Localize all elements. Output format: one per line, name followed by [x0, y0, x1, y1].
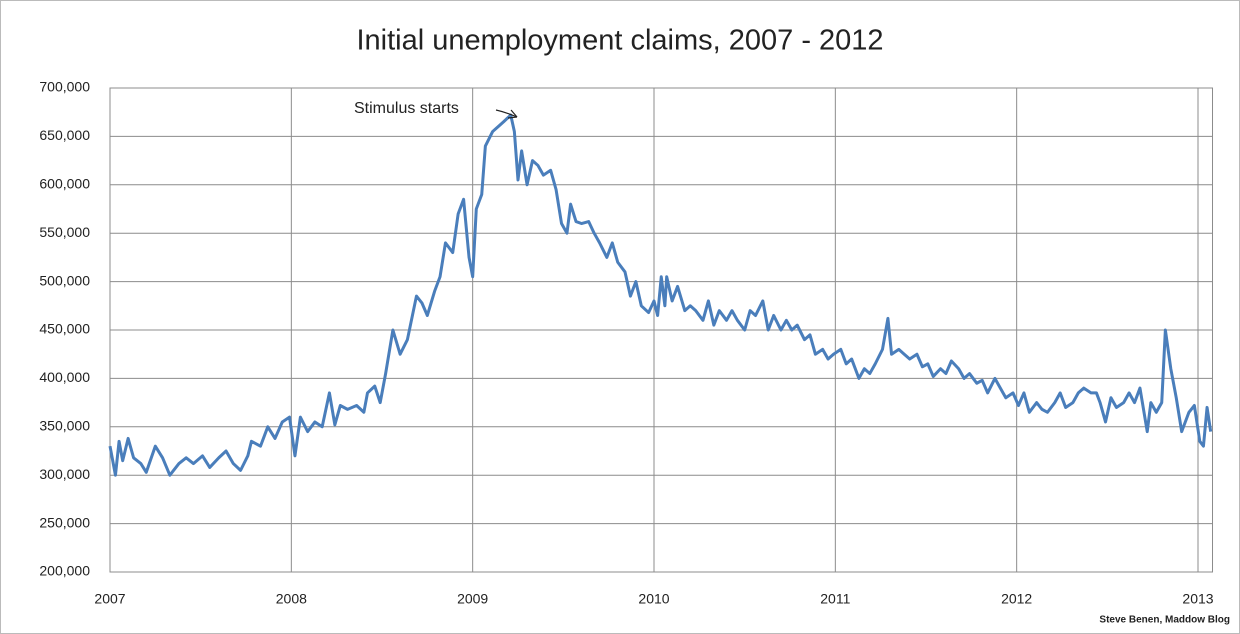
x-tick-label: 2011: [820, 591, 850, 607]
y-tick-label: 250,000: [39, 514, 90, 530]
y-tick-label: 600,000: [39, 176, 90, 192]
x-tick-label: 2010: [638, 591, 669, 607]
annotation-arrow: [495, 109, 518, 118]
x-tick-label: 2009: [457, 591, 488, 607]
x-tick-label: 2012: [1001, 591, 1032, 607]
y-tick-label: 200,000: [39, 563, 90, 579]
plot-frame: [109, 87, 1214, 573]
y-tick-label: 550,000: [39, 224, 90, 240]
chart-title: Initial unemployment claims, 2007 - 2012: [356, 25, 883, 57]
y-tick-label: 300,000: [39, 466, 90, 482]
y-tick-label: 450,000: [39, 321, 90, 337]
x-tick-label: 2013: [1182, 591, 1213, 607]
annotation-arrowhead: [507, 109, 518, 119]
annotation: Stimulus starts: [354, 100, 459, 117]
y-tick-label: 400,000: [39, 369, 90, 385]
y-tick-label: 500,000: [39, 272, 90, 288]
source-note: Steve Benen, Maddow Blog: [1099, 615, 1230, 626]
y-tick-label: 700,000: [39, 79, 90, 95]
x-tick-label: 2008: [276, 591, 307, 607]
data-line: [108, 113, 1213, 477]
y-tick-label: 650,000: [39, 127, 90, 143]
y-tick-label: 350,000: [39, 418, 90, 434]
x-tick-label: 2007: [94, 591, 125, 607]
